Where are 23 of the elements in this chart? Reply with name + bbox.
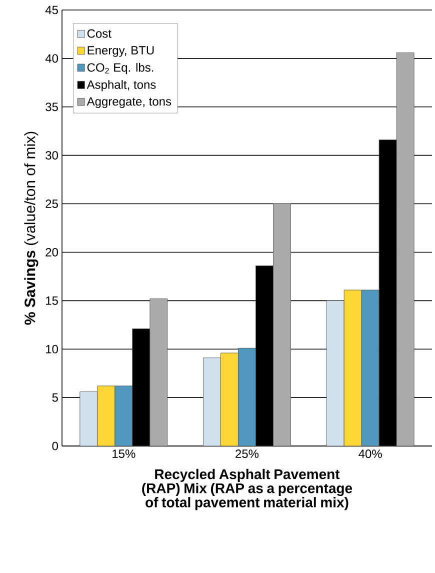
legend-label: Energy, BTU [88, 46, 154, 57]
x-tick-label: 40% [358, 450, 382, 458]
y-axis-title: % Savings (value/ton of mix) [24, 132, 38, 325]
legend-label: CO$_{2}$ Eq. lbs. [87, 62, 154, 74]
y-tick-label: 30 [46, 151, 58, 160]
y-tick-label: 40 [45, 54, 58, 63]
x-tick-label: 15% [112, 450, 136, 458]
y-tick-label: 45 [45, 6, 58, 14]
y-tick-label: 25 [46, 200, 58, 208]
legend-label: Cost [87, 29, 112, 38]
bar [220, 352, 238, 446]
x-axis-title: Recycled Asphalt Pavement (RAP) Mix (RAP as a percentage of total pavement material mix) [142, 468, 352, 510]
x-tick-label: 25% [236, 450, 259, 458]
bar [344, 290, 362, 446]
y-tick-label: 15 [46, 296, 58, 305]
y-tick-label: 0 [52, 442, 58, 450]
y-tick-label: 20 [46, 248, 58, 256]
y-tick-label: 35 [46, 102, 58, 112]
y-tick-label: 5 [52, 393, 58, 402]
y-tick-label: 10 [46, 344, 58, 354]
legend-label: Aggregate, tons [86, 97, 172, 108]
legend-label: Asphalt, tons [86, 80, 156, 92]
bar [97, 386, 116, 446]
